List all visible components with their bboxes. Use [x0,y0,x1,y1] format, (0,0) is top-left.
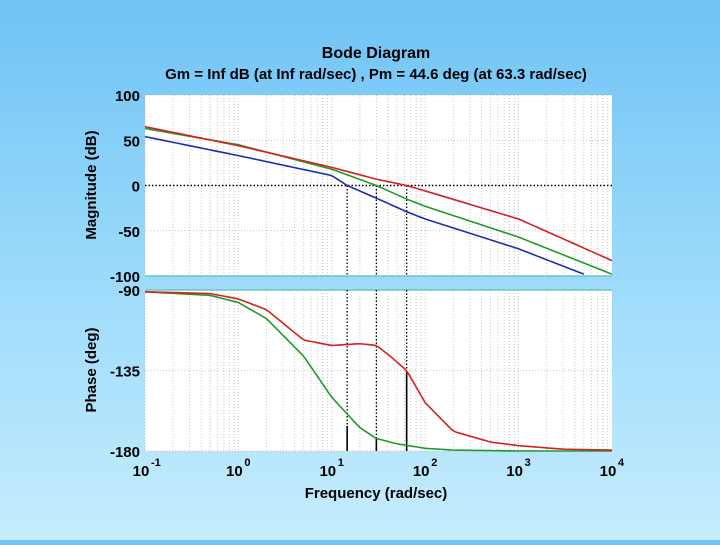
frequency-tick-label: 10 [226,463,243,480]
frequency-axis-label: Frequency (rad/sec) [305,485,448,502]
crossover-markers [346,185,408,451]
frequency-tick-exponent: 0 [244,457,250,469]
magnitude-line-red [144,125,613,262]
magnitude-tick-label: -50 [118,224,140,241]
chart-subtitle: Gm = Inf dB (at Inf rad/sec) , Pm = 44.6… [165,66,587,83]
phase-tick-label: -180 [110,444,140,461]
frequency-tick-exponent: 1 [338,457,344,469]
magnitude-tick-label: 100 [115,88,140,105]
phase-axis-label: Phase (deg) [83,327,100,412]
grid-lines [144,94,612,452]
magnitude-line-blue [144,135,585,275]
frequency-tick-label: 10 [319,463,336,480]
magnitude-axis-label: Magnitude (dB) [83,130,100,239]
series-lines [144,125,613,452]
phase-plot-area [145,290,612,451]
phase-tick-label: -135 [110,364,140,381]
frequency-tick-label: 10 [600,463,617,480]
magnitude-tick-label: 50 [123,133,140,150]
frequency-tick-label: 10 [133,463,150,480]
frequency-tick-exponent: 3 [525,457,531,469]
phase-tick-label: -90 [118,283,140,300]
frequency-tick-exponent: 4 [618,457,625,469]
frequency-tick-label: 10 [506,463,523,480]
phase-line-green [144,290,612,452]
magnitude-tick-label: 0 [132,179,140,196]
frequency-tick-exponent: 2 [431,457,437,469]
phase-line-red [144,290,613,451]
frequency-tick-label: 10 [413,463,430,480]
magnitude-tick-label: -100 [110,269,140,286]
frequency-tick-exponent: -1 [151,457,161,469]
chart-title: Bode Diagram [322,45,430,62]
